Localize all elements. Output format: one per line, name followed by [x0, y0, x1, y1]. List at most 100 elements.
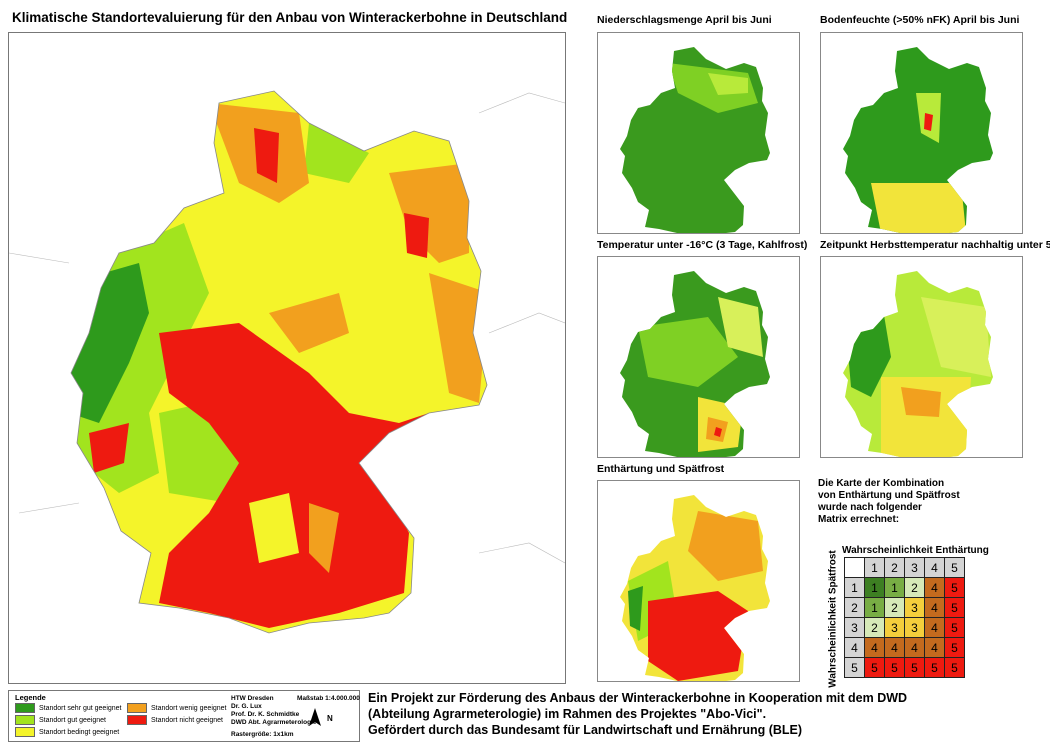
panel-title-kahlfrost: Temperatur unter -16°C (3 Tage, Kahlfros…	[597, 239, 808, 251]
mini-map-zone	[871, 183, 966, 233]
matrix-row-title: Wahrscheinlichkeit Spätfrost	[827, 550, 839, 688]
matrix-cell: 5	[924, 657, 945, 678]
matrix-row-header: 4	[844, 637, 865, 658]
legend-label: Standort sehr gut geeignet	[39, 704, 122, 712]
credit-line: Prof. Dr. K. Schmidtke	[231, 711, 300, 718]
matrix-cell: 4	[904, 637, 925, 658]
matrix-col-header: 1	[864, 557, 885, 578]
matrix-col-header: 3	[904, 557, 925, 578]
legend-item-gut: Standort gut geeignet	[15, 715, 106, 725]
matrix-col-header: 2	[884, 557, 905, 578]
legend: Legende Standort sehr gut geeignet Stand…	[8, 690, 360, 742]
mini-map-zone	[628, 586, 643, 631]
matrix-col-header: 4	[924, 557, 945, 578]
matrix-cell: 2	[884, 597, 905, 618]
matrix-row-header: 1	[844, 577, 865, 598]
legend-swatch	[15, 703, 35, 713]
panel-title-enthaertung: Enthärtung und Spätfrost	[597, 463, 725, 475]
matrix-row-header: 5	[844, 657, 865, 678]
mini-map-zone	[638, 317, 738, 387]
mini-map-zone	[688, 511, 763, 581]
project-footer: Ein Projekt zur Förderung des Anbaus der…	[368, 690, 1038, 738]
panel-title-niederschlag: Niederschlagsmenge April bis Juni	[597, 14, 772, 26]
matrix-row-title-wrap: Wahrscheinlichkeit Spätfrost	[826, 550, 840, 687]
matrix-cell: 3	[904, 597, 925, 618]
credit-line: HTW Dresden	[231, 695, 274, 702]
legend-item-bedingt: Standort bedingt geeignet	[15, 727, 119, 737]
credits-block: HTW Dresden Dr. G. Lux Prof. Dr. K. Schm…	[231, 695, 316, 727]
mini-map-zone	[668, 63, 758, 113]
map-kahlfrost	[597, 256, 800, 458]
matrix-description-line: Die Karte der Kombination	[818, 478, 945, 489]
matrix-row-header: 3	[844, 617, 865, 638]
mini-map-raster	[620, 271, 770, 457]
footer-line: (Abteilung Agrarmeterologie) im Rahmen d…	[368, 707, 767, 721]
map-bodenfeuchte	[820, 32, 1023, 234]
germany-map-raster	[71, 91, 487, 633]
matrix-description-line: von Enthärtung und Spätfrost	[818, 490, 960, 501]
mini-map-zone	[648, 591, 748, 681]
matrix-cell: 4	[924, 597, 945, 618]
mini-map-raster	[620, 495, 770, 681]
matrix-cell: 5	[944, 597, 965, 618]
matrix-cell: 4	[884, 637, 905, 658]
matrix-description-line: Matrix errechnet:	[818, 514, 900, 525]
mini-map-raster	[620, 47, 770, 233]
panel-title-bodenfeuchte: Bodenfeuchte (>50% nFK) April bis Juni	[820, 14, 1020, 26]
legend-swatch	[127, 715, 147, 725]
credit-line: Dr. G. Lux	[231, 703, 262, 710]
north-arrow-icon	[305, 706, 325, 730]
legend-title: Legende	[15, 693, 46, 702]
matrix-cell: 1	[864, 577, 885, 598]
mini-map-zone	[708, 73, 748, 95]
matrix-cell: 2	[864, 617, 885, 638]
raster-size: Rastergröße: 1x1km	[231, 731, 294, 738]
germany-border	[70, 90, 488, 634]
matrix-row-header: 2	[844, 597, 865, 618]
footer-line: Gefördert durch das Bundesamt für Landwi…	[368, 723, 803, 737]
main-title: Klimatische Standortevaluierung für den …	[12, 10, 568, 25]
matrix-cell: 4	[864, 637, 885, 658]
matrix-cell: 1	[864, 597, 885, 618]
credit-line: DWD Abt. Agrarmeterologie	[231, 719, 317, 726]
map-context-lines	[9, 92, 565, 564]
matrix-cell: 4	[924, 617, 945, 638]
matrix-cell: 5	[884, 657, 905, 678]
matrix-cell: 5	[944, 657, 965, 678]
matrix-cell: 1	[884, 577, 905, 598]
mini-map-raster	[843, 47, 993, 233]
panel-title-herbsttemperatur: Zeitpunkt Herbsttemperatur nachhaltig un…	[820, 239, 1050, 251]
mini-map-zone	[901, 387, 941, 417]
matrix-cell: 2	[904, 577, 925, 598]
footer-line: Ein Projekt zur Förderung des Anbaus der…	[368, 691, 908, 705]
matrix-description: Die Karte der Kombination von Enthärtung…	[818, 478, 988, 526]
legend-label: Standort nicht geeignet	[151, 716, 223, 724]
legend-item-wenig: Standort wenig geeignet	[127, 703, 227, 713]
north-label: N	[327, 714, 333, 723]
legend-label: Standort bedingt geeignet	[39, 728, 120, 736]
mini-map-zone	[620, 47, 770, 233]
main-map-frame	[8, 32, 566, 684]
legend-label: Standort wenig geeignet	[151, 704, 227, 712]
mini-map-raster	[843, 271, 993, 457]
matrix-column-title: Wahrscheinlichkeit Enthärtung	[842, 545, 989, 556]
map-enthaertung	[597, 480, 800, 682]
mini-map-zone	[881, 377, 971, 457]
mini-map-zone	[921, 297, 991, 377]
map-niederschlag	[597, 32, 800, 234]
mini-map-zone	[714, 427, 722, 437]
legend-item-sehr-gut: Standort sehr gut geeignet	[15, 703, 122, 713]
legend-swatch	[15, 727, 35, 737]
legend-swatch	[127, 703, 147, 713]
legend-label: Standort gut geeignet	[39, 716, 106, 724]
matrix-cell: 5	[944, 577, 965, 598]
matrix-cell: 5	[864, 657, 885, 678]
matrix-cell: 5	[904, 657, 925, 678]
mini-map-zone	[924, 113, 933, 131]
